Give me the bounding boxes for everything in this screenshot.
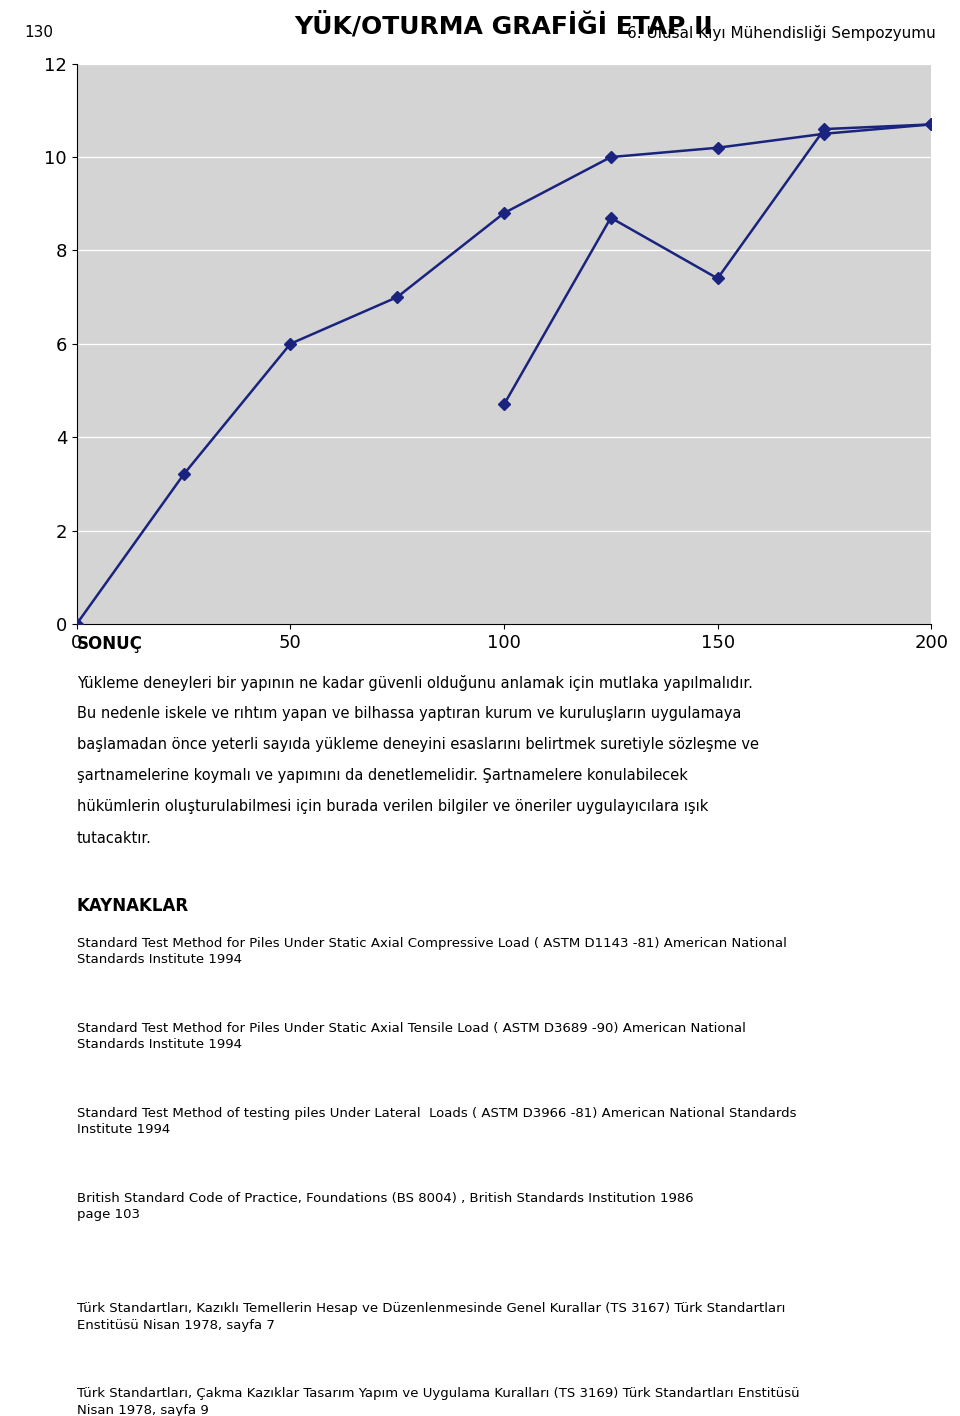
Title: YÜK/OTURMA GRAFİĞİ ETAP II: YÜK/OTURMA GRAFİĞİ ETAP II	[295, 11, 713, 38]
Text: başlamadan önce yeterli sayıda yükleme deneyini esaslarını belirtmek suretiyle s: başlamadan önce yeterli sayıda yükleme d…	[77, 738, 758, 752]
Text: hükümlerin oluşturulabilmesi için burada verilen bilgiler ve öneriler uygulayıcı: hükümlerin oluşturulabilmesi için burada…	[77, 800, 708, 814]
Text: KAYNAKLAR: KAYNAKLAR	[77, 898, 189, 915]
Text: Standard Test Method for Piles Under Static Axial Compressive Load ( ASTM D1143 : Standard Test Method for Piles Under Sta…	[77, 937, 786, 966]
Text: 130: 130	[24, 25, 53, 41]
Text: Standard Test Method of testing piles Under Lateral  Loads ( ASTM D3966 -81) Ame: Standard Test Method of testing piles Un…	[77, 1107, 796, 1136]
Text: SONUÇ: SONUÇ	[77, 636, 143, 653]
Text: British Standard Code of Practice, Foundations (BS 8004) , British Standards Ins: British Standard Code of Practice, Found…	[77, 1192, 693, 1221]
Text: Standard Test Method for Piles Under Static Axial Tensile Load ( ASTM D3689 -90): Standard Test Method for Piles Under Sta…	[77, 1022, 746, 1051]
Text: Türk Standartları, Kazıklı Temellerin Hesap ve Düzenlenmesinde Genel Kurallar (T: Türk Standartları, Kazıklı Temellerin He…	[77, 1303, 785, 1331]
Text: Bu nedenle iskele ve rıhtım yapan ve bilhassa yaptıran kurum ve kuruluşların uyg: Bu nedenle iskele ve rıhtım yapan ve bil…	[77, 707, 741, 721]
Text: 6. Ulusal Kıyı Mühendisliği Sempozyumu: 6. Ulusal Kıyı Mühendisliği Sempozyumu	[627, 25, 936, 41]
Text: Yükleme deneyleri bir yapının ne kadar güvenli olduğunu anlamak için mutlaka yap: Yükleme deneyleri bir yapının ne kadar g…	[77, 675, 753, 691]
Text: şartnamelerine koymalı ve yapımını da denetlemelidir. Şartnamelere konulabilecek: şartnamelerine koymalı ve yapımını da de…	[77, 769, 687, 783]
Text: tutacaktır.: tutacaktır.	[77, 831, 152, 845]
Text: Türk Standartları, Çakma Kazıklar Tasarım Yapım ve Uygulama Kuralları (TS 3169) : Türk Standartları, Çakma Kazıklar Tasarı…	[77, 1388, 800, 1416]
